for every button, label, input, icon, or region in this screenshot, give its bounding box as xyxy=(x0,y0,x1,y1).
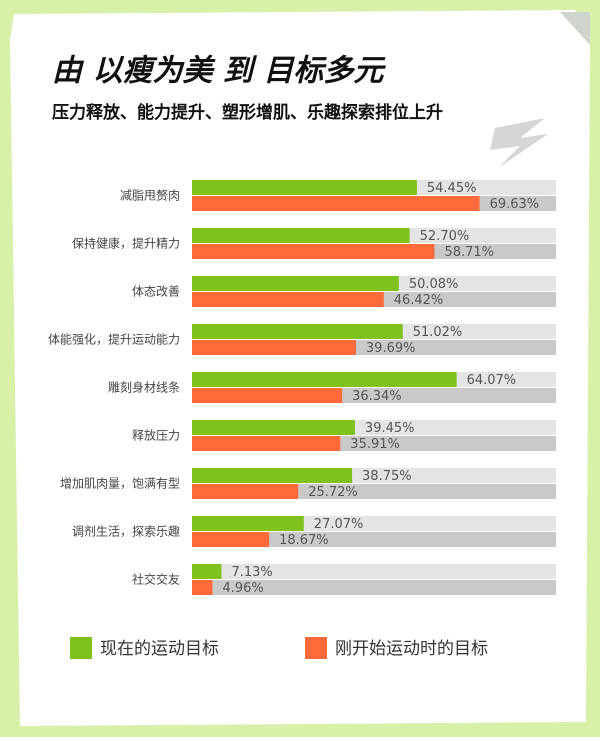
value-label: 54.45% xyxy=(427,181,477,196)
category-label: 社交交友 xyxy=(132,572,180,587)
category-label: 雕刻身材线条 xyxy=(108,380,180,395)
category-label: 体态改善 xyxy=(132,284,180,299)
value-label: 39.69% xyxy=(366,341,416,356)
bar xyxy=(192,468,353,483)
bar xyxy=(192,436,341,451)
bar xyxy=(192,228,410,243)
legend-label: 现在的运动目标 xyxy=(100,639,219,659)
bar xyxy=(192,292,384,307)
value-label: 25.72% xyxy=(308,485,358,500)
value-label: 18.67% xyxy=(279,533,329,548)
bar xyxy=(192,532,270,547)
bar xyxy=(192,580,213,595)
value-label: 69.63% xyxy=(490,197,540,212)
category-label: 增加肌肉量，饱满有型 xyxy=(60,476,180,491)
value-label: 51.02% xyxy=(413,325,463,340)
bar xyxy=(192,388,343,403)
value-label: 4.96% xyxy=(222,581,263,596)
value-label: 64.07% xyxy=(467,373,517,388)
bar-track xyxy=(192,532,556,547)
bar xyxy=(192,484,299,499)
corner-fold xyxy=(560,12,590,45)
category-label: 释放压力 xyxy=(132,428,180,443)
value-label: 58.71% xyxy=(444,245,494,260)
value-label: 52.70% xyxy=(420,229,470,244)
bar xyxy=(192,420,355,435)
bar xyxy=(192,244,435,259)
bar xyxy=(192,340,356,355)
value-label: 46.42% xyxy=(394,293,444,308)
value-label: 50.08% xyxy=(409,277,459,292)
value-label: 35.91% xyxy=(350,437,400,452)
bar-track xyxy=(192,580,556,595)
bar xyxy=(192,180,417,195)
value-label: 36.34% xyxy=(352,389,402,404)
category-label: 调剂生活，探索乐趣 xyxy=(72,524,180,539)
category-label: 保持健康，提升精力 xyxy=(72,236,180,251)
lightning-icon xyxy=(490,118,548,168)
chart-title: 由 以瘦为美 到 目标多元 xyxy=(52,54,386,89)
legend-swatch xyxy=(305,637,327,659)
bar-track xyxy=(192,564,556,579)
bar xyxy=(192,516,304,531)
bar xyxy=(192,196,480,211)
legend-swatch xyxy=(70,637,92,659)
legend-label: 刚开始运动时的目标 xyxy=(335,639,488,659)
value-label: 27.07% xyxy=(314,517,364,532)
bar xyxy=(192,372,457,387)
bar xyxy=(192,564,222,579)
value-label: 38.75% xyxy=(362,469,412,484)
value-label: 7.13% xyxy=(231,565,272,580)
bar xyxy=(192,324,403,339)
chart-subtitle: 压力释放、能力提升、塑形增肌、乐趣探索排位上升 xyxy=(52,102,443,123)
bar xyxy=(192,276,399,291)
value-label: 39.45% xyxy=(365,421,415,436)
category-label: 减脂甩赘肉 xyxy=(120,188,180,203)
category-label: 体能强化，提升运动能力 xyxy=(48,332,180,347)
